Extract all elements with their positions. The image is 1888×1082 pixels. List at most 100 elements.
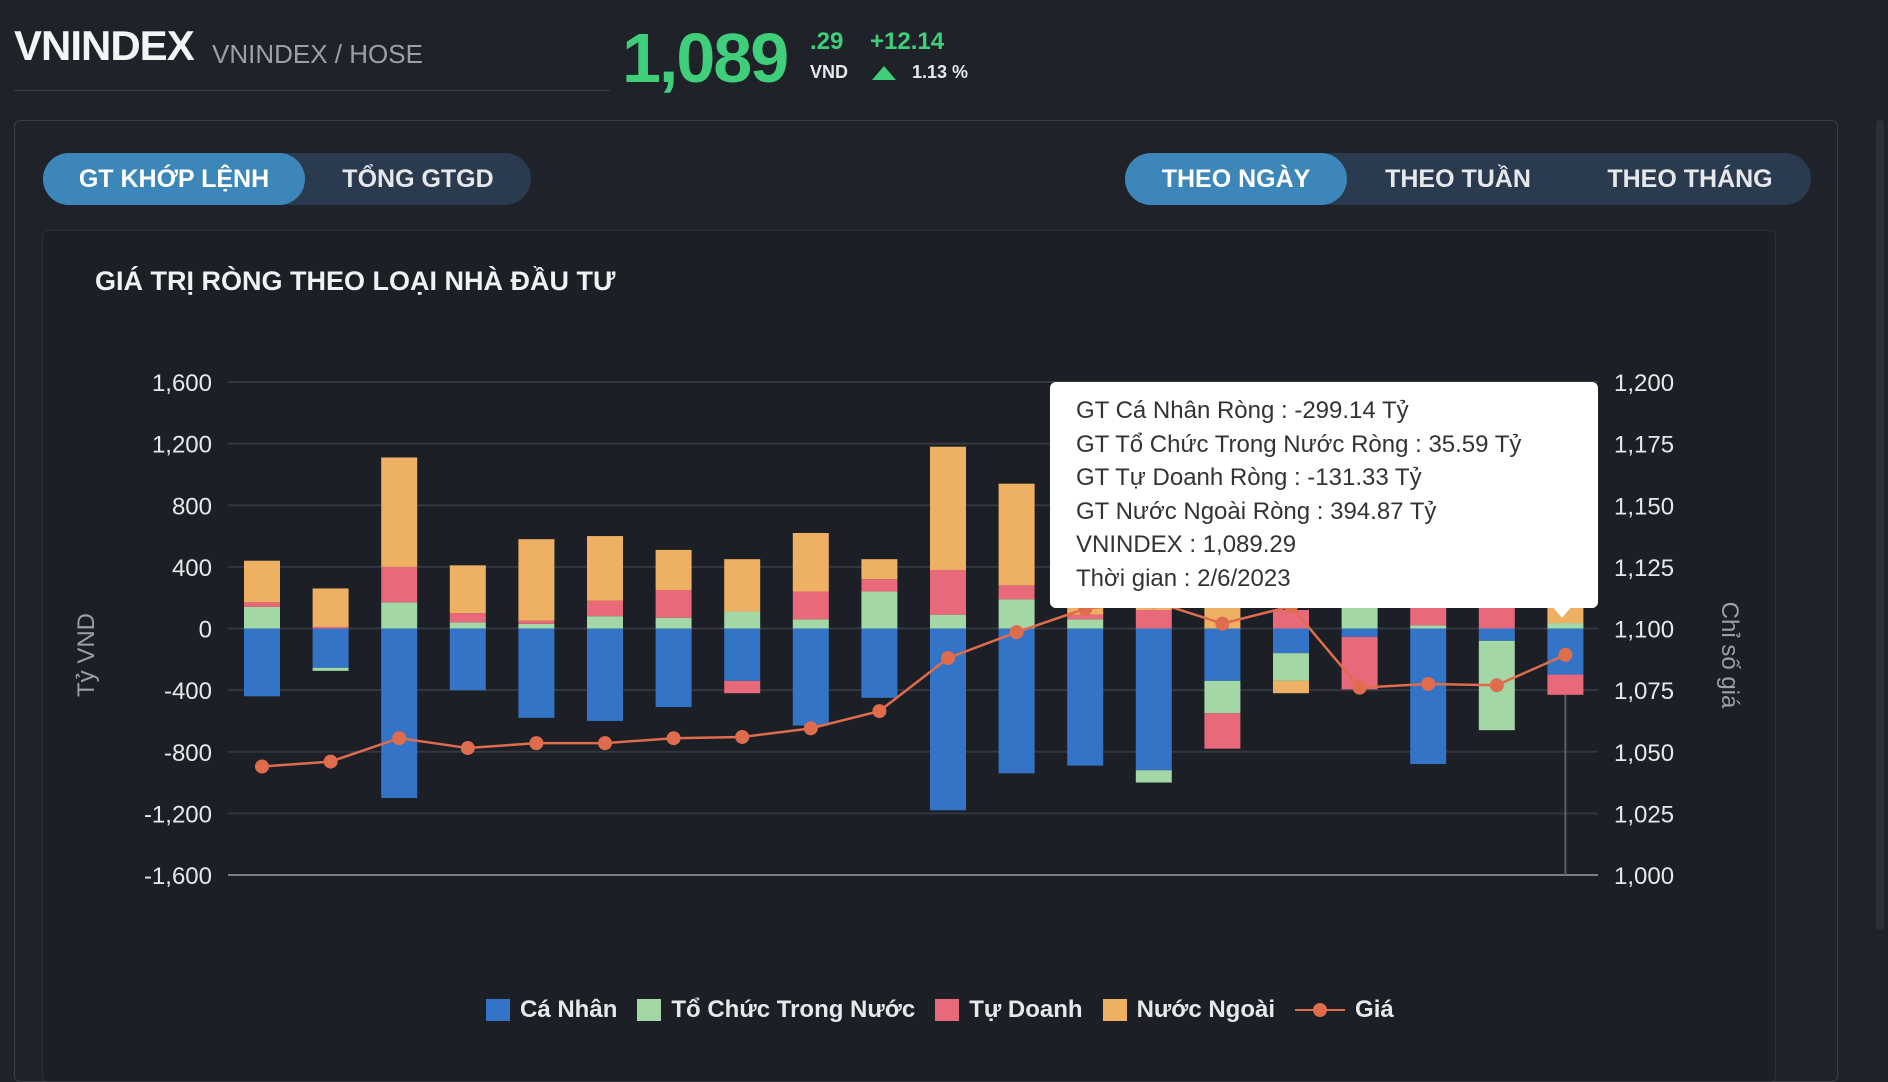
arrow-up-icon: [872, 66, 896, 80]
legend-label: Tổ Chức Trong Nước: [671, 996, 916, 1023]
bar-segment: [792, 628, 829, 726]
y2-axis-label: Chỉ số giá: [1716, 602, 1743, 709]
bar-segment: [724, 611, 761, 629]
bar-segment: [1478, 628, 1515, 641]
bar-segment: [1135, 770, 1172, 783]
y2-tick-label: 1,150: [1614, 493, 1674, 520]
price-point: [1489, 678, 1504, 693]
price-point: [803, 721, 818, 736]
tooltip-line-ca-nhan: GT Cá Nhân Ròng : -299.14 Tỷ: [1076, 397, 1409, 424]
legend-line-marker: [1295, 999, 1346, 1021]
legend-swatch: [486, 999, 510, 1021]
bar-segment: [998, 585, 1035, 600]
legend-label: Giá: [1355, 996, 1394, 1023]
bar-segment: [244, 628, 280, 697]
bar-segment: [792, 532, 829, 592]
bar-segment: [1067, 628, 1104, 766]
tooltip-line-to-chuc: GT Tổ Chức Trong Nước Ròng : 35.59 Tỷ: [1076, 430, 1522, 458]
price-point: [1215, 616, 1230, 631]
bar-segment: [1410, 625, 1447, 629]
bar-segment: [861, 559, 898, 580]
chart-title: GIÁ TRỊ RÒNG THEO LOẠI NHÀ ĐẦU TƯ: [95, 266, 616, 296]
chart-legend: Cá Nhân Tổ Chức Trong Nước Tự Doanh Nước…: [486, 996, 1414, 1024]
price-point: [1352, 680, 1367, 695]
price-point: [392, 731, 407, 746]
price-point: [1421, 676, 1436, 691]
ticker-symbol: VNINDEX: [14, 22, 195, 69]
bar-segment: [1547, 623, 1584, 629]
y-axis-label: Tỷ VND: [73, 613, 100, 697]
bar-segment: [587, 616, 623, 629]
bar-segment: [861, 579, 898, 592]
bar-segment: [381, 566, 418, 603]
legend-label: Tự Doanh: [969, 996, 1083, 1023]
bar-segment: [1273, 610, 1309, 629]
price-main: 1,089: [622, 19, 789, 97]
bar-segment: [998, 599, 1035, 629]
y-tick-label: 1,600: [152, 370, 212, 397]
tooltip-line-vnindex: VNINDEX : 1,089.29: [1076, 531, 1297, 558]
bar-segment: [930, 569, 966, 615]
bar-segment: [1341, 636, 1378, 690]
bar-segment: [655, 589, 692, 618]
bar-segment: [449, 565, 486, 614]
tab-theo-ngay[interactable]: THEO NGÀY: [1125, 153, 1347, 205]
legend-swatch: [637, 999, 662, 1021]
tab-gt-khop-lenh[interactable]: GT KHỚP LỆNH: [43, 153, 305, 205]
legend-item-to-chuc[interactable]: Tổ Chức Trong Nước: [637, 996, 915, 1024]
bar-segment: [998, 628, 1035, 774]
price-point: [872, 704, 887, 719]
y2-tick-label: 1,175: [1614, 432, 1674, 459]
bar-segment: [724, 680, 761, 694]
bar-segment: [518, 623, 555, 629]
price-point: [255, 759, 269, 774]
y2-tick-label: 1,125: [1614, 555, 1674, 582]
bar-segment: [587, 628, 623, 721]
bar-segment: [1478, 606, 1515, 629]
chart-tooltip: GT Cá Nhân Ròng : -299.14 Tỷ GT Tổ Chức …: [1050, 382, 1598, 608]
bar-segment: [1273, 653, 1309, 681]
bar-segment: [792, 619, 829, 629]
bar-segment: [1204, 680, 1241, 714]
y2-tick-label: 1,100: [1614, 617, 1674, 644]
y2-tick-label: 1,000: [1614, 863, 1674, 890]
bar-segment: [449, 628, 486, 691]
legend-item-nuoc-ngoai[interactable]: Nước Ngoài: [1102, 996, 1275, 1024]
y-tick-label: 0: [199, 617, 212, 644]
legend-swatch: [1102, 999, 1127, 1021]
price-point: [735, 729, 750, 744]
bar-segment: [518, 539, 555, 621]
bar-segment: [587, 600, 623, 617]
y2-tick-label: 1,200: [1614, 370, 1674, 397]
tooltip-arrow: [1552, 606, 1572, 618]
bar-segment: [792, 591, 829, 620]
bar-segment: [244, 560, 280, 603]
bar-segment: [244, 606, 280, 629]
price-decimal: .29: [810, 28, 844, 55]
y2-tick-label: 1,025: [1614, 801, 1674, 828]
bar-segment: [1273, 628, 1309, 654]
legend-item-gia[interactable]: Giá: [1295, 996, 1394, 1024]
bar-segment: [312, 626, 349, 629]
bar-segment: [1204, 628, 1241, 681]
tab-tong-gtgd[interactable]: TỔNG GTGD: [342, 165, 494, 193]
price-point: [1009, 625, 1024, 640]
tab-theo-thang[interactable]: THEO THÁNG: [1607, 165, 1773, 193]
legend-item-tu-doanh[interactable]: Tự Doanh: [935, 996, 1083, 1024]
price-point: [323, 754, 338, 769]
bar-segment: [998, 483, 1035, 586]
y-tick-label: -800: [164, 740, 212, 767]
price-line: [261, 600, 1566, 768]
bar-segment: [1204, 713, 1241, 749]
bar-segment: [381, 628, 418, 798]
bar-segment: [1135, 628, 1172, 771]
tab-theo-tuan[interactable]: THEO TUẦN: [1385, 165, 1531, 193]
bar-segment: [518, 628, 555, 718]
tooltip-line-time: Thời gian : 2/6/2023: [1076, 564, 1291, 592]
price-change-absolute: +12.14: [870, 28, 945, 55]
legend-item-ca-nhan[interactable]: Cá Nhân: [486, 996, 617, 1024]
price-block: 1,089 .29 VND +12.14 1.13 %: [622, 14, 1002, 97]
scrollbar[interactable]: [1876, 120, 1884, 930]
bar-segment: [1273, 680, 1309, 694]
